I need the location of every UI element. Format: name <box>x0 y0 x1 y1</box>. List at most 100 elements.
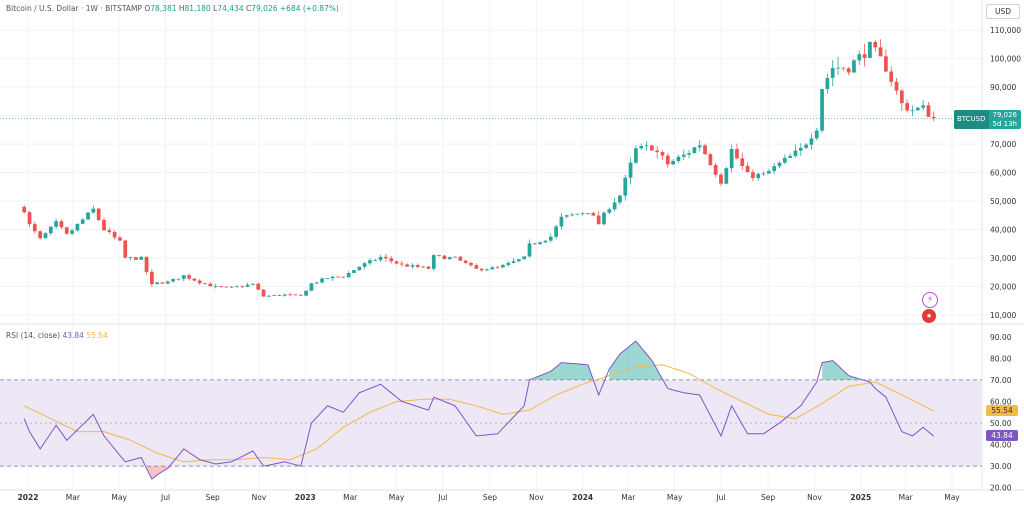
candle-body <box>304 290 308 296</box>
candle-body <box>458 256 463 261</box>
candle-body <box>442 255 447 260</box>
close-label: C <box>246 4 252 13</box>
candle-body <box>788 155 793 158</box>
close-value: 79,026 <box>251 4 278 13</box>
rsi-y-tick-label: 40.00 <box>990 441 1012 450</box>
candle-body <box>607 209 612 213</box>
candle-body <box>213 286 218 287</box>
candle-body <box>336 276 340 278</box>
candle-body <box>474 265 479 269</box>
x-tick-label: May <box>111 493 127 502</box>
candle-body <box>102 219 106 231</box>
candle-body <box>479 268 484 271</box>
candle-body <box>410 265 415 267</box>
rsi-line <box>23 340 935 480</box>
candle-body <box>357 266 362 271</box>
candle-body <box>112 231 117 238</box>
candle-body <box>181 275 186 279</box>
rsi-legend: RSI (14, close) 43.84 55.54 <box>6 331 108 340</box>
candle-body <box>687 153 691 155</box>
last-price-tag: BTCUSD 79,026 5d 13h <box>954 110 1022 130</box>
candle-body <box>80 219 85 224</box>
candle-body <box>628 162 633 178</box>
candle-body <box>171 278 175 282</box>
candle-body <box>277 295 282 296</box>
x-tick-label: May <box>667 493 683 502</box>
candle-body <box>729 148 734 169</box>
x-tick-label: Jul <box>160 493 170 502</box>
low-label: L <box>213 4 218 13</box>
candle-body <box>309 283 314 291</box>
candle-body <box>596 215 601 225</box>
lightning-icon[interactable]: ⚡ <box>922 292 938 308</box>
candle-body <box>575 213 580 215</box>
candle-body <box>298 294 303 296</box>
candle-body <box>921 105 925 108</box>
candle-body <box>873 41 878 48</box>
y-tick-label: 40,000 <box>990 225 1016 234</box>
candle-body <box>224 286 229 288</box>
y-tick-label: 10,000 <box>990 311 1016 320</box>
candle-body <box>761 173 766 175</box>
candle-body <box>915 107 920 111</box>
candle-body <box>203 283 207 285</box>
candle-body <box>288 294 293 296</box>
candle-body <box>846 68 851 73</box>
candle-body <box>852 60 856 73</box>
candle-body <box>517 259 521 262</box>
candle-body <box>586 212 590 214</box>
candle-body <box>894 81 899 91</box>
candle-body <box>389 258 394 262</box>
candle-body <box>910 110 915 112</box>
candle-body <box>118 237 122 241</box>
candle-body <box>708 154 713 166</box>
y-tick-label: 20,000 <box>990 282 1016 291</box>
x-tick-label: Sep <box>206 493 220 502</box>
x-tick-label: 2025 <box>850 493 871 502</box>
rsi-y-tick-label: 90.00 <box>990 333 1012 342</box>
candle-body <box>532 243 537 245</box>
candle-body <box>639 146 644 149</box>
open-label: O <box>144 4 151 13</box>
candle-body <box>155 282 160 285</box>
change-value: +684 (+0.87%) <box>279 4 339 13</box>
candle-body <box>219 286 223 287</box>
candle-body <box>75 223 80 231</box>
candle-body <box>735 148 739 159</box>
candle-body <box>490 267 495 270</box>
x-tick-label: Mar <box>621 493 636 502</box>
rsi-overbought-fill <box>534 341 865 380</box>
candle-body <box>447 257 452 260</box>
candle-body <box>554 226 558 237</box>
high-label: H <box>178 4 185 13</box>
candle-body <box>506 262 511 265</box>
candle-body <box>293 294 298 296</box>
currency-button[interactable]: USD <box>986 4 1020 19</box>
candle-body <box>267 295 271 297</box>
candle-body <box>836 67 840 69</box>
candle-body <box>777 162 782 167</box>
candle-body <box>373 259 378 261</box>
candle-body <box>426 266 431 269</box>
candle-body <box>282 294 287 296</box>
candle-body <box>676 156 681 162</box>
candle-body <box>745 165 750 173</box>
price-tag-symbol: BTCUSD <box>954 110 989 130</box>
us-flag-icon[interactable]: ★ <box>922 309 936 323</box>
candle-body <box>463 260 468 263</box>
candle-body <box>511 261 516 263</box>
candle-body <box>91 208 96 213</box>
rsi-y-tick-label: 60.00 <box>990 397 1012 406</box>
candle-body <box>793 150 798 156</box>
rsi-y-tick-label: 70.00 <box>990 376 1012 385</box>
candle-body <box>884 56 888 72</box>
open-value: 78,381 <box>150 4 177 13</box>
price-tag-price: 79,026 <box>992 111 1018 120</box>
candle-body <box>70 230 74 234</box>
candle-body <box>905 103 910 111</box>
candles[interactable] <box>22 39 936 297</box>
candle-body <box>208 283 213 287</box>
candle-body <box>197 280 202 284</box>
candle-body <box>378 256 383 260</box>
